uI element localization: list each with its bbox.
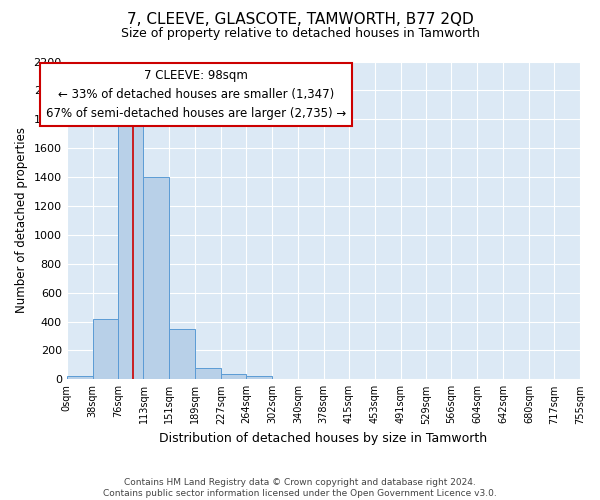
- Bar: [169, 328, 195, 380]
- Bar: [246, 376, 272, 380]
- Bar: [118, 120, 143, 380]
- Text: Size of property relative to detached houses in Tamworth: Size of property relative to detached ho…: [121, 28, 479, 40]
- Bar: [221, 374, 246, 380]
- X-axis label: Distribution of detached houses by size in Tamworth: Distribution of detached houses by size …: [159, 432, 487, 445]
- Text: 7 CLEEVE: 98sqm
← 33% of detached houses are smaller (1,347)
67% of semi-detache: 7 CLEEVE: 98sqm ← 33% of detached houses…: [46, 68, 346, 120]
- Bar: [143, 177, 169, 380]
- Text: 7, CLEEVE, GLASCOTE, TAMWORTH, B77 2QD: 7, CLEEVE, GLASCOTE, TAMWORTH, B77 2QD: [127, 12, 473, 28]
- Bar: [67, 376, 92, 380]
- Text: Contains HM Land Registry data © Crown copyright and database right 2024.
Contai: Contains HM Land Registry data © Crown c…: [103, 478, 497, 498]
- Bar: [92, 318, 118, 380]
- Bar: [195, 368, 221, 380]
- Y-axis label: Number of detached properties: Number of detached properties: [15, 128, 28, 314]
